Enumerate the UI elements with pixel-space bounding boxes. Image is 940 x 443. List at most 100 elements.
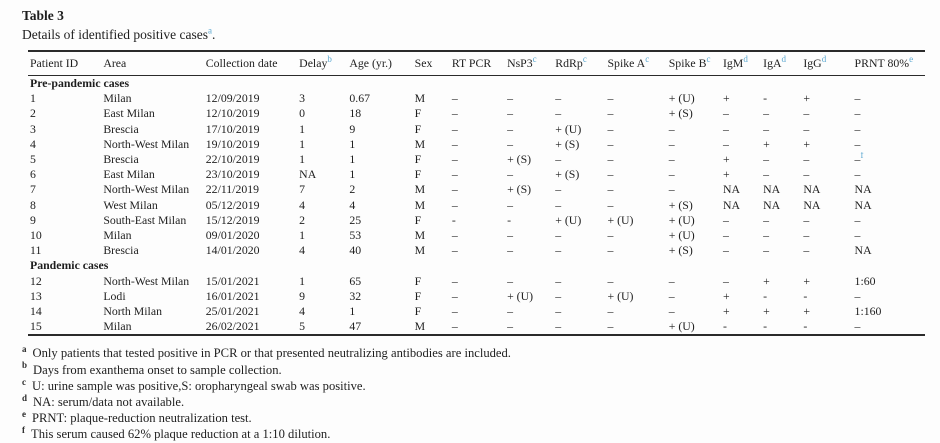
table-caption: Table 3 Details of identified positive c… [22,7,928,43]
cell-sex: F [414,106,422,121]
cell-iga: – [763,212,770,227]
cell-collection-date: 12/10/2019 [205,106,260,121]
col-header-igg: IgGd [801,51,853,76]
cell-igg: – [803,121,810,136]
cell-igm: – [722,243,729,258]
cell-nsp3: – [507,228,513,243]
cell-rt-pcr: – [451,243,458,258]
cell-area: Milan [103,91,132,106]
cell-area: Brescia [103,121,139,136]
cell-iga: + [763,273,770,288]
cell-iga: – [763,152,770,167]
footnote-ref-f: f [860,152,864,161]
cell-collection-date: 05/12/2019 [205,197,260,212]
cell-age-yr: 53 [349,228,362,243]
cell-spike-a: – [607,152,614,167]
cell-igg: – [803,106,810,121]
cell-sex: M [414,243,426,258]
cell-spike-a: – [607,106,614,121]
cell-patient-id: 8 [30,197,36,212]
section-label: Pandemic cases [30,258,109,273]
section-label: Pre-pandemic cases [30,76,130,90]
footnote-ref-c: c [706,54,711,65]
cell-collection-date: 15/12/2019 [205,212,260,227]
cell-delay: 3 [299,91,306,106]
cell-age-yr: 9 [349,121,356,136]
cell-rdrp: + (U) [555,121,582,136]
cell-prnt-80: – [854,167,861,182]
footnote-ref-b: b [327,54,332,65]
cell-prnt-80: – [854,212,861,227]
section-row-pandemic-cases: Pandemic cases [28,258,925,273]
cell-collection-date: 22/10/2019 [205,152,260,167]
col-header-sex: Sex [412,51,450,76]
cell-age-yr: 1 [349,152,356,167]
cell-spike-b: + (U) [668,91,695,106]
cell-area: North-West Milan [103,136,190,151]
cell-rt-pcr: – [451,136,458,151]
cell-rt-pcr: – [451,182,458,197]
cell-nsp3: – [507,304,513,319]
cell-sex: F [414,288,422,303]
table-row-patient-14: 14 North Milan 25/01/2021 4 1 F – – – – – + + +1:160 [28,304,925,319]
footnote-text: NA: serum/data not available. [33,395,185,410]
cell-igg: NA [803,197,821,212]
cell-sex: M [414,182,426,197]
cell-rdrp: – [555,273,562,288]
footnote-ref-c: c [645,54,650,65]
cell-delay: 4 [299,197,306,212]
table-row-patient-11: 11 Brescia 14/01/2020 4 40 M – – – – + (S) – – – NA [28,243,925,258]
cell-spike-b: + (U) [668,212,695,227]
cell-delay: NA [299,167,317,182]
cell-collection-date: 16/01/2021 [205,288,260,303]
cell-rdrp: – [555,243,562,258]
cell-collection-date: 09/01/2020 [205,228,260,243]
cell-spike-b: – [668,136,675,151]
col-header-rt-pcr: RT PCR [449,51,506,76]
cell-rt-pcr: - [451,212,456,227]
cell-iga: NA [763,197,781,212]
table-row-patient-2: 2 East Milan 12/10/2019 0 18 F – – – – + (S) – – – – [28,106,925,121]
cell-delay: 7 [299,182,306,197]
cell-nsp3: + (S) [507,182,532,197]
cell-area: Milan [103,228,132,243]
footnote-ref-c: c [582,54,587,65]
cell-igm: + [722,304,730,319]
col-header-spike-b: Spike Bc [666,51,721,76]
footnote-text: This serum caused 62% plaque reduction a… [31,427,331,442]
cell-igg: - [803,288,808,303]
cell-spike-a: – [607,91,614,106]
cell-spike-a: – [607,243,614,258]
footnote-d: d NA: serum/data not available. [22,393,928,410]
cell-prnt-80: NA [854,182,872,197]
cell-prnt-80: – [854,91,861,106]
cell-delay: 1 [299,228,306,243]
cell-delay: 1 [299,136,306,151]
cell-collection-date: 14/01/2020 [205,243,260,258]
cell-collection-date: 15/01/2021 [205,273,260,288]
cell-igg: – [803,228,810,243]
cell-patient-id: 2 [30,106,36,121]
col-header-label: Spike B [668,56,707,70]
cell-area: East Milan [103,106,155,121]
cell-igg: – [803,167,810,182]
cell-prnt-80: – [854,319,861,334]
cell-patient-id: 11 [30,243,42,258]
cell-rdrp: – [555,288,562,303]
cell-spike-b: – [668,273,675,288]
cell-prnt-80: – [854,106,861,121]
cell-rdrp: + (U) [555,212,582,227]
table-title: Table 3 [22,8,64,23]
cell-rdrp: – [555,304,562,319]
cell-rt-pcr: – [451,152,458,167]
cell-nsp3: – [507,136,513,151]
cell-rdrp: – [555,228,562,243]
cell-prnt-80: – [854,228,861,243]
cell-igg: – [803,212,810,227]
cell-spike-a: – [607,273,614,288]
cell-rt-pcr: – [451,288,458,303]
cell-area: South-East Milan [103,212,187,227]
cell-patient-id: 15 [30,319,42,334]
cell-prnt-80: – [854,288,861,303]
cell-rt-pcr: – [451,319,458,334]
